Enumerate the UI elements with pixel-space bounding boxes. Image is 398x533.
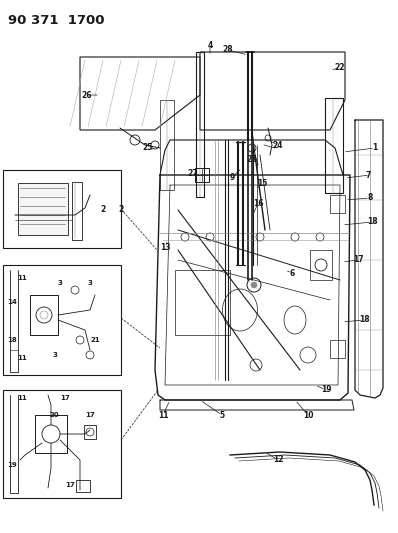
Text: 18: 18 xyxy=(359,316,369,325)
Text: 24: 24 xyxy=(273,141,283,149)
Text: 2: 2 xyxy=(118,205,124,214)
Text: 22: 22 xyxy=(335,63,345,72)
Text: 27: 27 xyxy=(188,168,198,177)
Bar xyxy=(330,195,345,213)
Bar xyxy=(330,340,345,358)
Text: 17: 17 xyxy=(65,482,75,488)
Text: 1: 1 xyxy=(373,143,378,152)
Text: 3: 3 xyxy=(53,352,57,358)
Bar xyxy=(35,415,67,453)
Text: 12: 12 xyxy=(273,456,283,464)
Bar xyxy=(72,182,82,240)
Bar xyxy=(18,183,68,235)
Text: 23: 23 xyxy=(247,156,257,165)
Text: 5: 5 xyxy=(219,410,224,419)
Text: 26: 26 xyxy=(82,91,92,100)
Text: 20: 20 xyxy=(49,412,59,418)
Text: 4: 4 xyxy=(207,41,213,50)
Text: 90 371  1700: 90 371 1700 xyxy=(8,14,105,27)
Bar xyxy=(3,170,121,248)
Text: 11: 11 xyxy=(17,355,27,361)
Bar xyxy=(84,425,96,439)
Text: 3: 3 xyxy=(88,280,92,286)
Bar xyxy=(3,265,121,375)
Text: 17: 17 xyxy=(85,412,95,418)
Text: 16: 16 xyxy=(253,198,263,207)
Text: 19: 19 xyxy=(321,385,331,394)
Text: 11: 11 xyxy=(158,410,168,419)
Text: 18: 18 xyxy=(367,217,377,227)
Circle shape xyxy=(251,282,257,288)
Text: 11: 11 xyxy=(17,275,27,281)
Bar xyxy=(196,52,204,197)
Text: 11: 11 xyxy=(17,395,27,401)
Text: 19: 19 xyxy=(7,462,17,468)
Text: 25: 25 xyxy=(143,143,153,152)
Text: 3: 3 xyxy=(58,280,62,286)
Text: 21: 21 xyxy=(90,337,100,343)
Text: 10: 10 xyxy=(303,410,313,419)
Bar xyxy=(175,270,230,335)
Text: 7: 7 xyxy=(365,171,371,180)
Text: 13: 13 xyxy=(160,243,170,252)
Bar xyxy=(30,295,58,335)
Text: 15: 15 xyxy=(257,179,267,188)
Text: 9: 9 xyxy=(229,173,235,182)
Bar xyxy=(310,250,332,280)
Text: 17: 17 xyxy=(353,255,363,264)
Bar xyxy=(195,168,209,182)
Text: 8: 8 xyxy=(367,193,373,203)
Text: 28: 28 xyxy=(223,45,233,54)
Text: 18: 18 xyxy=(7,337,17,343)
Text: 6: 6 xyxy=(289,269,295,278)
Text: 14: 14 xyxy=(7,299,17,305)
Bar xyxy=(325,98,343,193)
Bar xyxy=(160,100,174,190)
Text: 17: 17 xyxy=(60,395,70,401)
Text: 2: 2 xyxy=(100,205,105,214)
Bar xyxy=(76,480,90,492)
Bar xyxy=(3,390,121,498)
